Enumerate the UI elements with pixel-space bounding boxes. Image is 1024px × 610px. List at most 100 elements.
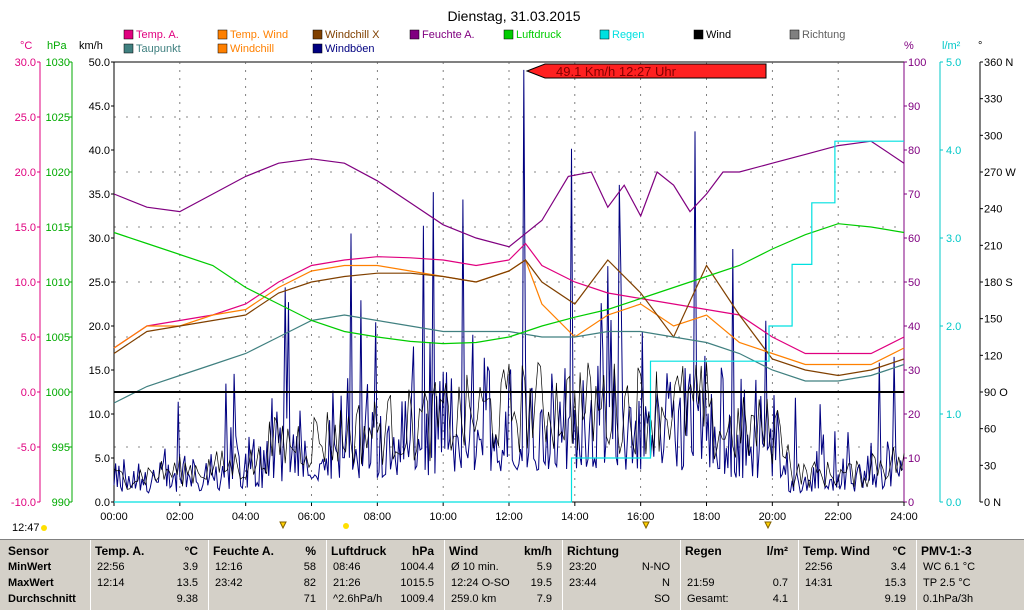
table-column: Temp. Wind °C 22:56 3.4 14:31 15.3 9.19 [798, 540, 912, 610]
column-title: Temp. Wind [803, 544, 870, 558]
axis-tick-label: 60 [984, 424, 996, 436]
x-tick-label: 24:00 [890, 511, 918, 523]
legend-label: Taupunkt [136, 43, 181, 55]
table-cell: 259.0 km [451, 593, 497, 605]
axis-tick-label: 30 [908, 365, 920, 377]
axis-tick-label: 40.0 [89, 145, 110, 157]
axis-tick-label: 1030 [46, 57, 70, 69]
table-cell: TP 2.5 °C [923, 577, 971, 589]
series-line [113, 242, 905, 355]
legend-swatch [217, 43, 228, 54]
axis-tick-label: 25.0 [15, 112, 36, 124]
table-cell: 22:56 [97, 561, 125, 573]
legend-swatch [693, 29, 704, 40]
table-cell-value: 5.9 [536, 561, 552, 573]
legend-swatch [312, 29, 323, 40]
weather-chart: Dienstag, 31.03.2015 Temp. A. Temp. Wind W… [10, 8, 1017, 534]
table-cell: Ø 10 min. [451, 561, 499, 573]
legend-swatch [217, 29, 228, 40]
axis-tick-label: 3.0 [946, 233, 961, 245]
column-title: Temp. A. [95, 544, 145, 558]
axis-tick-label: 1000 [46, 387, 70, 399]
statistics-table: Sensor MinWert MaxWert Durchschnitt Temp… [0, 539, 1024, 610]
axis-tick-label: 150 [984, 314, 1002, 326]
legend-label: Luftdruck [516, 29, 562, 41]
axis-tick-label: 40 [908, 321, 920, 333]
unit-label: km/h [79, 40, 103, 52]
column-unit: l/m² [766, 544, 788, 558]
table-cell-value: 1009.4 [400, 593, 434, 605]
axis-tick-label: 4.0 [946, 145, 961, 157]
x-tick-label: 06:00 [298, 511, 326, 523]
series-lines [113, 140, 905, 503]
row-label-min: MinWert [8, 561, 52, 573]
row-label-max: MaxWert [8, 577, 54, 589]
axis-tick-label: 240 [984, 204, 1002, 216]
column-unit: °C [892, 544, 906, 558]
legend-label: Windchill [230, 43, 274, 55]
axis-unit-labels: °C hPa km/h% l/m² ° [20, 40, 982, 52]
table-cell-value: 7.9 [536, 593, 552, 605]
table-column: Temp. A. °C 22:56 3.9 12:14 13.5 9.38 [90, 540, 204, 610]
table-cell-value: 1004.4 [400, 561, 434, 573]
axis-tick-label: 2.0 [946, 321, 961, 333]
axis-tick-label: 1020 [46, 167, 70, 179]
table-cell: 23:42 [215, 577, 243, 589]
column-unit: km/h [523, 544, 552, 558]
axis-tick-label: 45.0 [89, 101, 110, 113]
table-cell-value: 9.19 [884, 593, 906, 605]
axis-tick-label: 20.0 [15, 167, 36, 179]
axis-tick-label: 1010 [46, 277, 70, 289]
legend-label: Temp. Wind [230, 29, 288, 41]
table-cell: Gesamt: [687, 593, 729, 605]
column-title: Luftdruck [331, 544, 387, 558]
table-cell: 12:14 [97, 577, 125, 589]
table-cell-value: N-NO [641, 561, 670, 573]
table-cell: 23:20 [569, 561, 597, 573]
axis-tick-label: 30.0 [15, 57, 36, 69]
table-cell-value: 58 [303, 561, 316, 573]
table-cell-value: SO [654, 593, 670, 605]
table-cell-value: 15.3 [884, 577, 906, 589]
axis-tick-label: 120 [984, 350, 1002, 362]
left-axes: 30.0 25.0 20.0 15.0 10.0 5.0 0.0 -5.0 -10.0 1030 1… [11, 57, 115, 509]
x-tick-label: 20:00 [759, 511, 787, 523]
axis-tick-label: 60 [908, 233, 920, 245]
table-cell-value: 3.4 [890, 561, 906, 573]
table-cell-value: 13.5 [176, 577, 198, 589]
axis-tick-label: 0.0 [21, 387, 36, 399]
axis-tick-label: 330 [984, 94, 1002, 106]
table-column: Richtung 23:20 N-NO 23:44 N SO [562, 540, 676, 610]
axis-tick-label: 5.0 [946, 57, 961, 69]
table-column: Feuchte A.% 12:16 58 23:42 82 71 [208, 540, 322, 610]
table-column: Luftdruck hPa 08:46 1004.4 21:26 1015.5 ^2.6hP… [326, 540, 440, 610]
x-tick-label: 08:00 [364, 511, 392, 523]
legend: Temp. A. Temp. Wind Windchill X Feuchte A. L… [123, 29, 845, 55]
axis-tick-label: 360 N [984, 57, 1013, 69]
column-title: PMV-1:-3 [921, 544, 972, 558]
axis-tick-label: 0 [908, 497, 914, 509]
x-tick-label: 10:00 [429, 511, 457, 523]
legend-label: Temp. A. [136, 29, 179, 41]
current-time: 12:47 [12, 522, 40, 534]
axis-tick-label: 1005 [46, 332, 70, 344]
max-gust-annotation: 49.1 Km/h 12:27 Uhr [525, 63, 767, 79]
column-title: Regen [685, 544, 722, 558]
axis-tick-label: 5.0 [95, 453, 110, 465]
table-cell: 0.1hPa/3h [923, 593, 974, 605]
axis-tick-label: 995 [52, 442, 70, 454]
table-cell: WC 6.1 °C [923, 561, 976, 573]
legend-swatch [312, 43, 323, 54]
legend-swatch [789, 29, 800, 40]
x-tick-label: 00:00 [100, 511, 128, 523]
axis-tick-label: 90 [908, 101, 920, 113]
x-tick-label: 14:00 [561, 511, 589, 523]
table-cell-value: 4.1 [772, 593, 788, 605]
chart-title: Dienstag, 31.03.2015 [447, 8, 580, 24]
axis-tick-label: 10.0 [89, 409, 110, 421]
unit-label: ° [978, 40, 982, 52]
x-tick-label: 04:00 [232, 511, 260, 523]
axis-tick-label: 90 O [984, 387, 1008, 399]
sun-icon [41, 525, 47, 531]
series-wind [113, 361, 905, 490]
